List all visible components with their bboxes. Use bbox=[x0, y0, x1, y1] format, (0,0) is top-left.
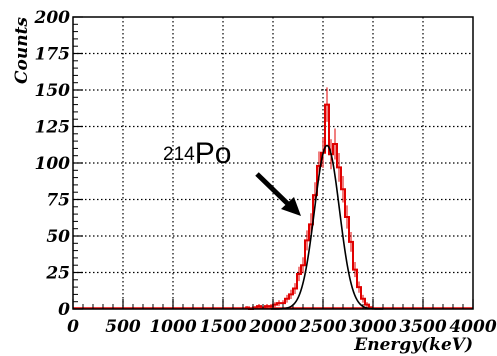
y-tick-label: 100 bbox=[35, 154, 71, 174]
annotation-superscript: 214 bbox=[163, 144, 195, 165]
y-tick-label: 175 bbox=[35, 45, 71, 65]
y-axis-title: Counts bbox=[12, 17, 32, 84]
x-tick-label: 3500 bbox=[399, 317, 446, 337]
tick-labels: 0 500 1000 1500 2000 2500 3000 3500 4000 0 25 50 75 1… bbox=[34, 8, 497, 337]
y-tick-label: 200 bbox=[34, 8, 71, 28]
grid-lines bbox=[73, 17, 473, 309]
y-tick-label: 50 bbox=[46, 227, 70, 247]
x-tick-label: 1000 bbox=[149, 317, 196, 337]
gaussian-fit-curve bbox=[270, 144, 384, 310]
svg-text:214Po: 214Po bbox=[163, 137, 231, 170]
x-tick-label: 4000 bbox=[449, 317, 496, 337]
annotation-arrowhead-icon bbox=[281, 197, 301, 216]
y-tick-label: 150 bbox=[35, 81, 71, 101]
axis-ticks bbox=[72, 16, 474, 310]
x-axis-title: Energy(keV) bbox=[353, 335, 473, 355]
annotation-arrow-shaft bbox=[255, 172, 291, 207]
y-tick-label: 125 bbox=[35, 118, 71, 138]
x-tick-label: 0 bbox=[67, 317, 79, 337]
x-tick-label: 2000 bbox=[248, 317, 296, 337]
x-tick-label: 2500 bbox=[298, 317, 346, 337]
data-layer bbox=[73, 87, 473, 310]
x-tick-label: 1500 bbox=[199, 317, 246, 337]
histogram-series bbox=[245, 103, 373, 310]
annotation-label: Po bbox=[195, 137, 232, 170]
y-tick-label: 75 bbox=[46, 191, 70, 211]
po214-annotation: 214Po bbox=[163, 137, 301, 216]
x-tick-label: 3000 bbox=[349, 317, 396, 337]
x-tick-label: 500 bbox=[105, 317, 141, 337]
y-tick-label: 0 bbox=[58, 300, 70, 320]
y-tick-label: 25 bbox=[45, 264, 70, 284]
